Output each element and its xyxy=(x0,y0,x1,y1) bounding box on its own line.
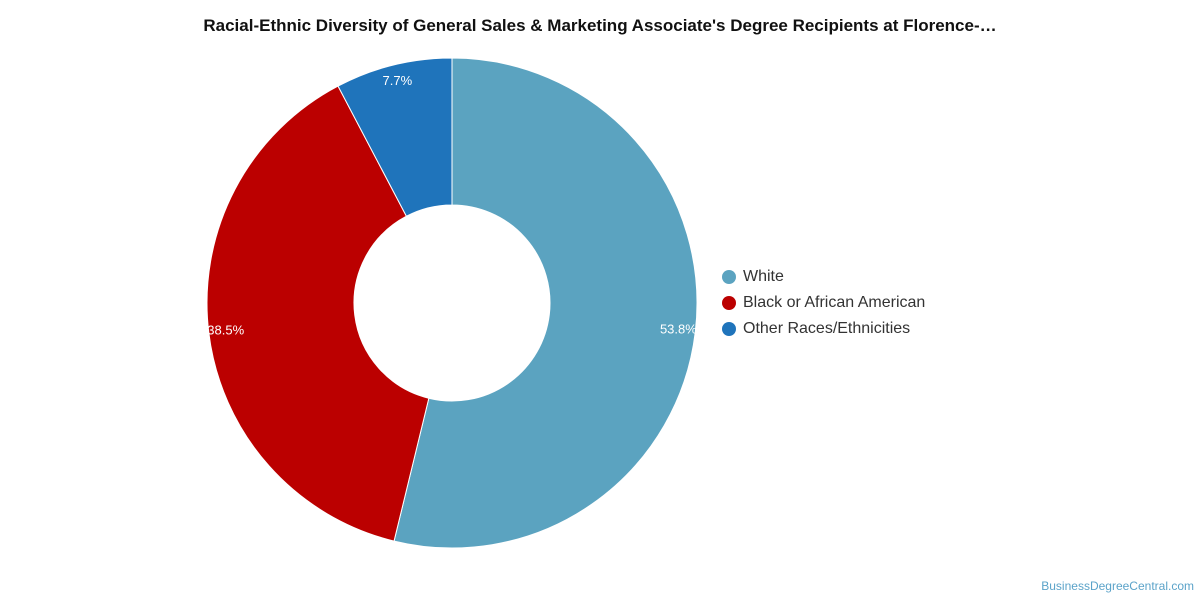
legend-label-black-or-african-american[interactable]: Black or African American xyxy=(743,294,925,311)
slice-white[interactable] xyxy=(393,57,698,549)
legend-label-white[interactable]: White xyxy=(743,268,784,285)
slice-label-white: 53.8% xyxy=(660,322,697,337)
legend-marker-white[interactable] xyxy=(722,270,736,284)
donut-slices xyxy=(206,57,698,549)
legend-label-other-races-ethnicities[interactable]: Other Races/Ethnicities xyxy=(743,320,910,337)
chart-title: Racial-Ethnic Diversity of General Sales… xyxy=(203,16,997,35)
slice-label-other-races-ethnicities: 7.7% xyxy=(383,73,413,88)
donut-slice-labels: 53.8% 38.5% 7.7% xyxy=(207,73,697,337)
slice-other-races-ethnicities[interactable] xyxy=(337,57,453,217)
slice-black-or-african-american[interactable] xyxy=(206,85,430,542)
legend-marker-other-races-ethnicities[interactable] xyxy=(722,322,736,336)
source-credit[interactable]: BusinessDegreeCentral.com xyxy=(1041,579,1194,593)
legend-marker-black-or-african-american[interactable] xyxy=(722,296,736,310)
slice-label-black-or-african-american: 38.5% xyxy=(207,322,244,337)
legend: White Black or African American Other Race… xyxy=(722,268,925,337)
